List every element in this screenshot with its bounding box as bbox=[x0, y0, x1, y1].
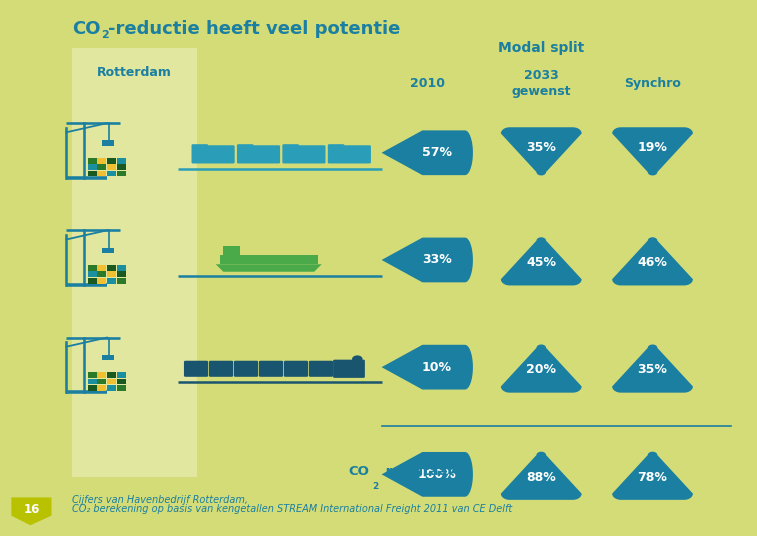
Polygon shape bbox=[382, 130, 473, 175]
FancyBboxPatch shape bbox=[209, 361, 233, 377]
Bar bbox=[97, 164, 106, 170]
Bar bbox=[223, 246, 240, 255]
Polygon shape bbox=[612, 452, 693, 500]
Text: 20%: 20% bbox=[526, 363, 556, 376]
FancyBboxPatch shape bbox=[252, 145, 280, 163]
Bar bbox=[117, 158, 126, 163]
Text: 100%: 100% bbox=[417, 468, 456, 481]
Bar bbox=[117, 164, 126, 170]
Bar bbox=[117, 372, 126, 378]
Bar bbox=[107, 158, 116, 163]
FancyBboxPatch shape bbox=[207, 145, 235, 163]
Text: 88%: 88% bbox=[526, 471, 556, 483]
Polygon shape bbox=[501, 452, 581, 500]
Bar bbox=[102, 140, 114, 146]
Bar bbox=[88, 170, 97, 176]
Polygon shape bbox=[501, 127, 581, 175]
Text: 2: 2 bbox=[101, 30, 109, 40]
FancyBboxPatch shape bbox=[343, 145, 371, 163]
Bar bbox=[117, 278, 126, 284]
Polygon shape bbox=[612, 345, 693, 393]
FancyBboxPatch shape bbox=[259, 361, 283, 377]
Bar bbox=[97, 158, 106, 163]
Text: 57%: 57% bbox=[422, 146, 452, 159]
Text: 19%: 19% bbox=[637, 141, 668, 154]
Bar bbox=[97, 265, 106, 271]
FancyBboxPatch shape bbox=[282, 144, 299, 163]
Polygon shape bbox=[612, 237, 693, 286]
Bar bbox=[107, 372, 116, 378]
Text: CO: CO bbox=[348, 465, 369, 478]
Bar bbox=[107, 170, 116, 176]
Bar bbox=[117, 385, 126, 391]
Text: 10%: 10% bbox=[422, 361, 452, 374]
Bar bbox=[88, 385, 97, 391]
FancyBboxPatch shape bbox=[298, 145, 326, 163]
Bar bbox=[107, 378, 116, 384]
Text: -reductie heeft veel potentie: -reductie heeft veel potentie bbox=[108, 20, 400, 39]
Circle shape bbox=[352, 355, 363, 363]
Polygon shape bbox=[11, 497, 51, 525]
Text: 46%: 46% bbox=[637, 256, 668, 269]
Bar bbox=[117, 378, 126, 384]
Bar bbox=[88, 265, 97, 271]
FancyBboxPatch shape bbox=[192, 144, 208, 163]
Text: Modal split: Modal split bbox=[498, 41, 584, 55]
FancyBboxPatch shape bbox=[237, 144, 254, 163]
FancyBboxPatch shape bbox=[184, 361, 208, 377]
Bar bbox=[88, 158, 97, 163]
Bar bbox=[107, 271, 116, 277]
Bar bbox=[107, 164, 116, 170]
FancyBboxPatch shape bbox=[284, 361, 308, 377]
Bar bbox=[97, 278, 106, 284]
FancyBboxPatch shape bbox=[72, 48, 197, 477]
Text: CO: CO bbox=[72, 20, 101, 39]
Text: 33%: 33% bbox=[422, 254, 452, 266]
Text: 45%: 45% bbox=[526, 256, 556, 269]
Text: 2010: 2010 bbox=[410, 77, 445, 90]
Text: 2: 2 bbox=[372, 482, 378, 490]
Bar bbox=[107, 278, 116, 284]
Text: 35%: 35% bbox=[526, 141, 556, 154]
Text: Cijfers van Havenbedrijf Rotterdam,: Cijfers van Havenbedrijf Rotterdam, bbox=[72, 495, 248, 504]
Polygon shape bbox=[501, 345, 581, 393]
Text: 2033
gewenst: 2033 gewenst bbox=[512, 69, 571, 98]
FancyBboxPatch shape bbox=[333, 360, 365, 378]
Bar bbox=[117, 265, 126, 271]
Bar bbox=[220, 255, 318, 264]
Text: 35%: 35% bbox=[637, 363, 668, 376]
Bar bbox=[88, 278, 97, 284]
Text: Synchro: Synchro bbox=[624, 77, 681, 90]
Bar bbox=[88, 271, 97, 277]
Polygon shape bbox=[382, 452, 473, 497]
Polygon shape bbox=[382, 237, 473, 282]
Bar bbox=[117, 271, 126, 277]
Polygon shape bbox=[216, 264, 322, 272]
Text: 78%: 78% bbox=[637, 471, 668, 483]
Bar bbox=[107, 265, 116, 271]
Bar bbox=[102, 248, 114, 253]
Text: resultaat: resultaat bbox=[381, 465, 453, 478]
Polygon shape bbox=[612, 127, 693, 175]
Bar bbox=[107, 385, 116, 391]
Bar bbox=[88, 372, 97, 378]
Text: CO₂ berekening op basis van kengetallen STREAM International Freight 2011 van CE: CO₂ berekening op basis van kengetallen … bbox=[72, 504, 512, 514]
Text: Rotterdam: Rotterdam bbox=[98, 66, 172, 79]
Bar bbox=[88, 378, 97, 384]
Bar bbox=[117, 170, 126, 176]
Text: 16: 16 bbox=[23, 503, 40, 516]
FancyBboxPatch shape bbox=[309, 361, 333, 377]
Bar bbox=[97, 385, 106, 391]
FancyBboxPatch shape bbox=[234, 361, 258, 377]
Polygon shape bbox=[382, 345, 473, 390]
Bar bbox=[97, 170, 106, 176]
Polygon shape bbox=[501, 237, 581, 286]
Bar bbox=[102, 355, 114, 360]
FancyBboxPatch shape bbox=[328, 144, 344, 163]
Bar bbox=[97, 372, 106, 378]
Bar bbox=[97, 271, 106, 277]
Bar bbox=[88, 164, 97, 170]
Bar bbox=[97, 378, 106, 384]
